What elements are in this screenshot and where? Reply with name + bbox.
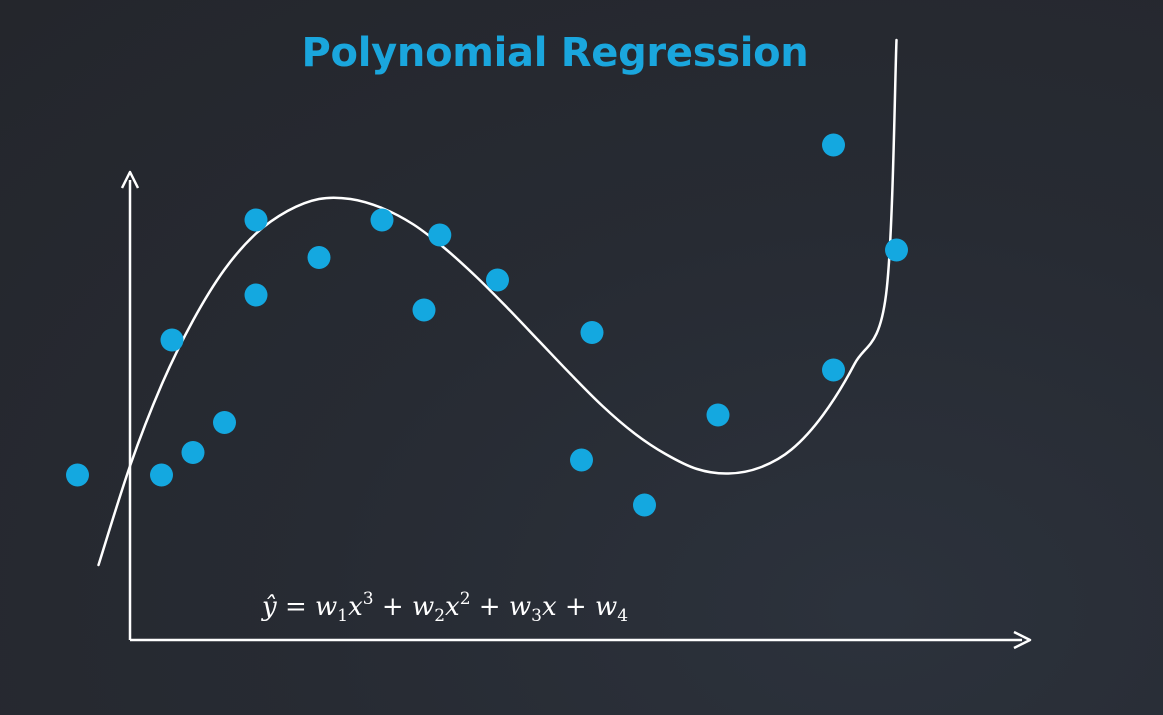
data-point (66, 463, 89, 487)
data-point (150, 463, 173, 487)
fit-curve (97, 38, 898, 567)
data-point (181, 441, 205, 464)
x-axis-arrow (1013, 630, 1032, 650)
data-points (66, 133, 908, 517)
data-point (706, 403, 730, 427)
data-point (580, 321, 604, 344)
data-point (570, 448, 593, 472)
data-point (633, 493, 656, 517)
data-point (244, 283, 268, 307)
data-point (486, 268, 509, 292)
y-axis-arrow (120, 170, 140, 189)
data-point (244, 208, 268, 232)
regression-equation: ŷ = w1​x3​ + w2​x2​ + w3​x + w4​ (261, 589, 628, 626)
chart-title: Polynomial Regression (301, 30, 809, 76)
data-point (412, 298, 436, 322)
data-point (885, 238, 908, 262)
data-point (307, 246, 331, 269)
data-point (428, 223, 452, 247)
data-point (822, 133, 845, 157)
data-point (160, 328, 184, 352)
data-point (370, 208, 394, 232)
data-point (213, 411, 236, 434)
data-point (822, 358, 845, 382)
